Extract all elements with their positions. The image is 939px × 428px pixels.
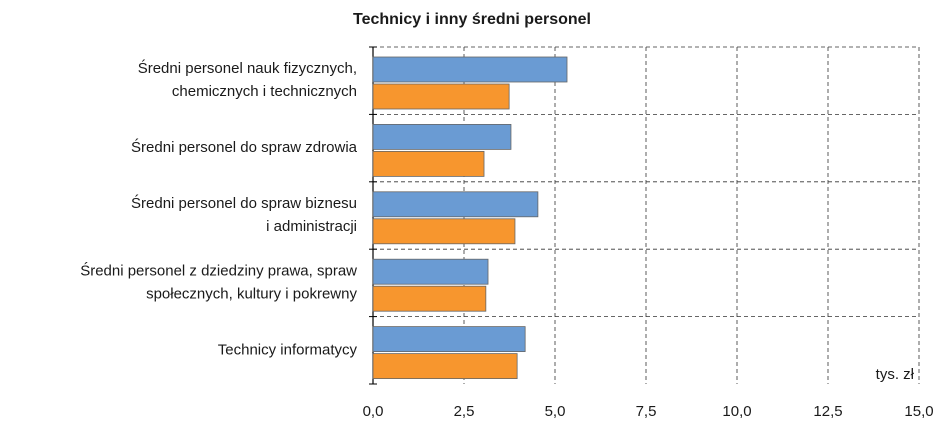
x-tick-label: 12,5 [813,403,842,420]
bar [372,83,510,110]
y-tick-label: Technicy informatycy [218,341,358,358]
bar [372,353,518,380]
y-tick-label: i administracji [266,218,357,235]
x-tick-label: 5,0 [545,403,566,420]
x-tick-label: 10,0 [722,403,751,420]
bar [372,56,568,83]
x-tick-label: 15,0 [904,403,933,420]
bar [372,150,485,177]
bar [372,218,516,245]
bar [372,258,489,285]
bar [372,285,487,312]
unit-label: tys. zł [876,366,915,383]
y-tick-label: Średni personel z dziedziny prawa, spraw [80,261,357,279]
bar [372,326,526,353]
y-tick-label: Średni personel do spraw zdrowia [131,138,358,156]
x-tick-label: 0,0 [363,403,384,420]
y-tick-label: Średni personel nauk fizycznych, [138,59,357,77]
x-tick-label: 2,5 [454,403,475,420]
y-tick-label: chemicznych i technicznych [172,83,357,100]
bar [372,191,539,218]
x-tick-label: 7,5 [636,403,657,420]
y-tick-label: Średni personel do spraw biznesu [131,194,357,212]
bar [372,124,512,150]
chart-title: Technicy i inny średni personel [353,11,591,28]
y-tick-label: społecznych, kultury i pokrewny [146,285,357,302]
